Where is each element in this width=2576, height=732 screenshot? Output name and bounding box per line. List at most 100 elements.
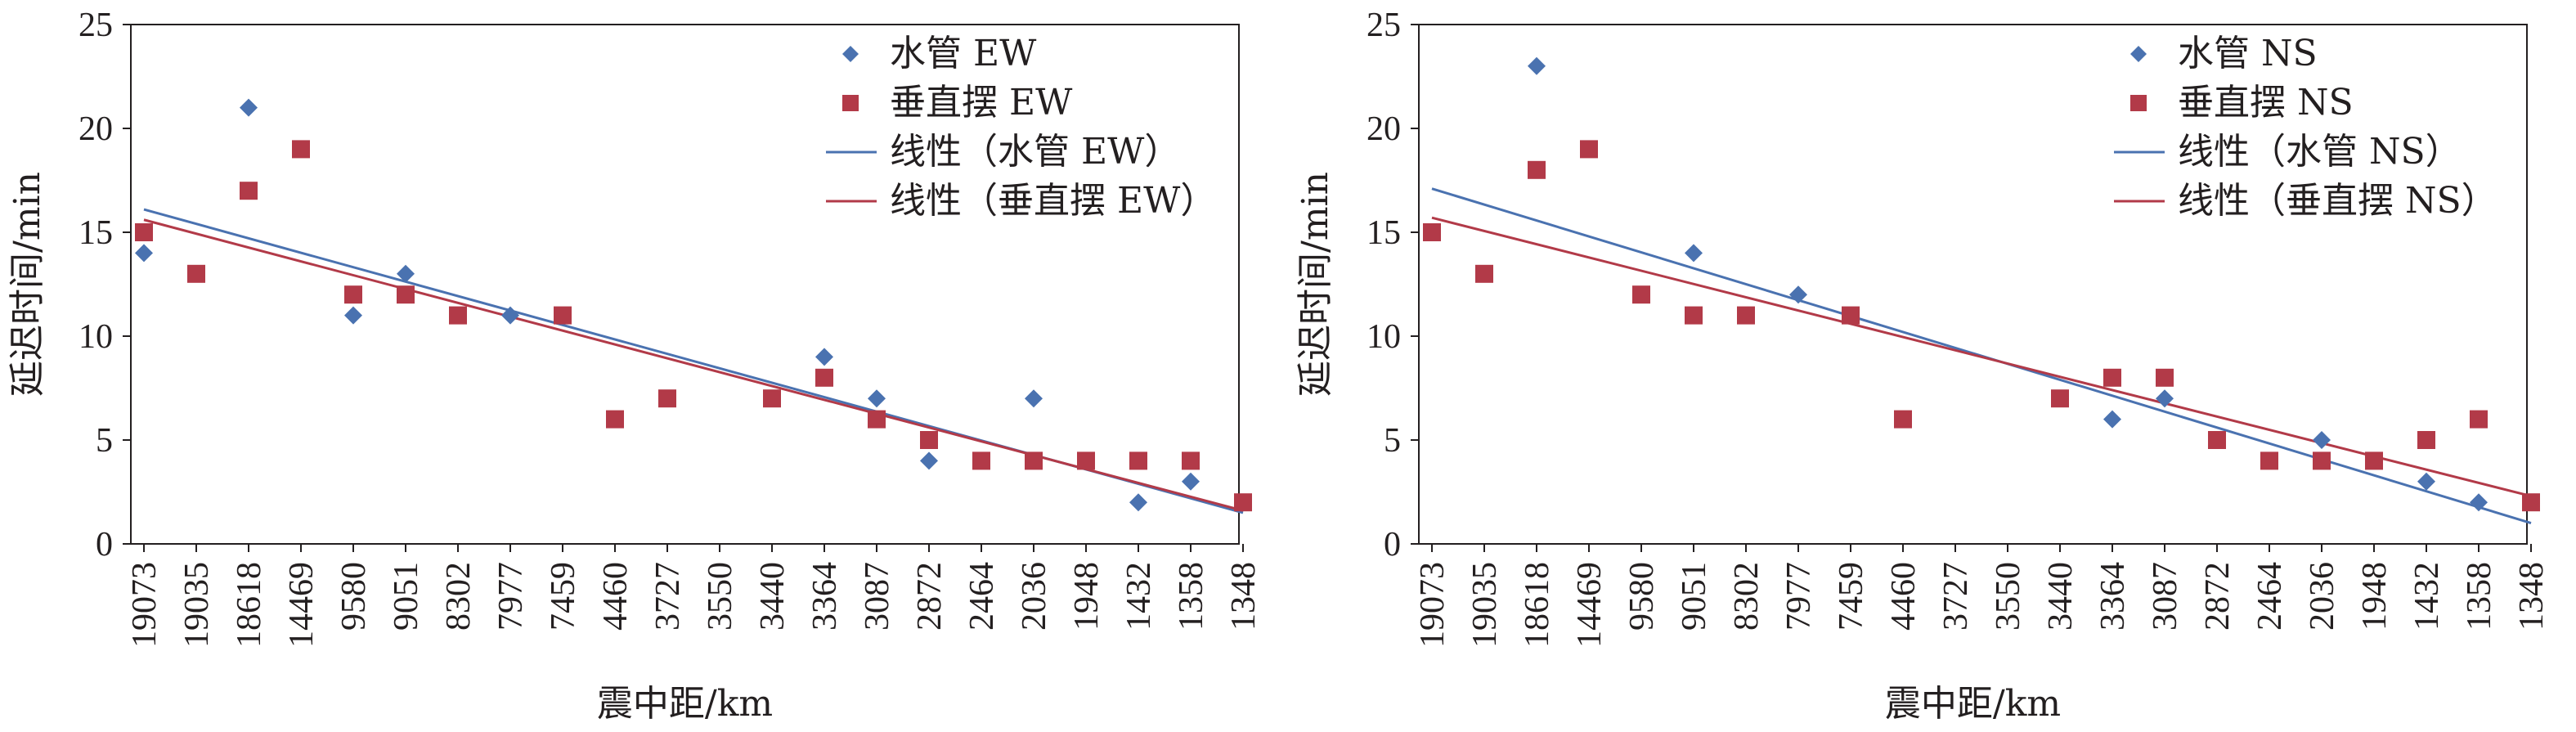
point-square (1077, 451, 1095, 470)
point-square (658, 389, 676, 408)
point-diamond (2417, 472, 2435, 491)
point-diamond (1182, 472, 1200, 491)
x-tick-label: 9051 (388, 562, 425, 631)
legend-item: 水管 EW (842, 33, 1037, 74)
x-tick-label: 3364 (2094, 562, 2132, 631)
x-tick-label: 2036 (1016, 562, 1053, 631)
point-square (1025, 451, 1043, 470)
point-square (240, 182, 258, 200)
point-square (135, 223, 153, 241)
y-tick-label: 0 (1384, 526, 1401, 564)
point-diamond (2470, 493, 2488, 512)
point-diamond (1129, 493, 1147, 512)
x-tick-label: 1432 (1120, 562, 1158, 631)
legend-item: 线性（垂直摆 EW） (826, 180, 1216, 222)
point-square (2051, 389, 2069, 408)
legend-item: 线性（水管 EW） (826, 131, 1180, 173)
x-tick-label: 3087 (2147, 562, 2184, 631)
x-tick-label: 8302 (440, 562, 478, 631)
point-square (2365, 451, 2383, 470)
legend-marker-diamond (2130, 46, 2147, 62)
legend: 水管 EW 垂直摆 EW 线性（水管 EW） 线性（垂直摆 EW） (826, 33, 1216, 222)
trendline-vertical-pendulum (1431, 216, 2532, 498)
chart-panel-ns: 0 5 10 15 20 25 19073 19035 18618 14469 9580 9051 83… (1288, 0, 2576, 732)
x-tick-label: 4460 (1885, 562, 1923, 631)
x-tick-label: 1358 (2461, 562, 2498, 631)
y-tick-label: 10 (79, 318, 113, 356)
legend-label: 线性（水管 NS） (2178, 131, 2462, 173)
x-tick-label: 3550 (702, 562, 739, 631)
x-tick-label: 3440 (754, 562, 792, 631)
point-diamond (815, 348, 833, 366)
x-tick-label: 1432 (2408, 562, 2446, 631)
trendline-vertical-pendulum (143, 218, 1244, 512)
point-square (1475, 264, 1493, 283)
series-vertical-pendulum (135, 140, 1252, 512)
point-square (1129, 451, 1147, 470)
legend-item: 水管 NS (2130, 33, 2318, 74)
point-diamond (2156, 389, 2174, 408)
legend-marker-square (842, 95, 859, 111)
y-tick-label: 20 (79, 110, 113, 148)
x-tick-label: 19035 (1466, 562, 1504, 648)
point-diamond (1025, 389, 1043, 408)
y-tick-label: 5 (96, 422, 113, 460)
point-square (606, 410, 624, 429)
x-tick-label: 3727 (1937, 562, 1975, 631)
point-square (2208, 431, 2226, 449)
legend-label: 线性（水管 EW） (890, 131, 1180, 173)
y-tick-label: 15 (1367, 214, 1401, 252)
point-square (972, 451, 990, 470)
point-diamond (344, 306, 362, 325)
y-axis-title: 延迟时间/min (1295, 172, 1336, 397)
x-tick-label: 3440 (2042, 562, 2080, 631)
point-diamond (2103, 410, 2121, 429)
chart-panel-ew: 0 5 10 15 20 25 19073 19035 18618 14469 9580 9051 83… (7, 7, 1263, 725)
x-tick-label: 2036 (2304, 562, 2341, 631)
point-square (2522, 493, 2540, 512)
point-square (868, 410, 886, 429)
x-tick-label: 19073 (1414, 562, 1452, 648)
x-tick-label: 19035 (178, 562, 216, 648)
point-square (2313, 451, 2331, 470)
x-tick-label: 7977 (492, 562, 530, 631)
point-diamond (240, 98, 258, 117)
point-diamond (920, 451, 938, 470)
x-tick-label: 9051 (1676, 562, 1713, 631)
legend-label: 线性（垂直摆 EW） (890, 180, 1216, 222)
series-water-tube (135, 98, 1200, 512)
y-axis-title: 延迟时间/min (7, 172, 48, 397)
point-diamond (1685, 244, 1703, 263)
legend-item: 线性（水管 NS） (2114, 131, 2462, 173)
x-tick-label: 2464 (2251, 562, 2289, 631)
point-square (920, 431, 938, 449)
point-square (1685, 306, 1703, 325)
x-tick-label: 9580 (1623, 562, 1661, 631)
legend-marker-diamond (842, 46, 859, 62)
y-tick-label: 10 (1367, 318, 1401, 356)
x-tick-label: 1948 (1068, 562, 1106, 631)
x-tick-label: 3364 (806, 562, 844, 631)
x-tick-label: 7459 (545, 562, 582, 631)
legend-item: 垂直摆 NS (2130, 82, 2354, 123)
legend-label: 水管 NS (2178, 33, 2318, 74)
x-tick-label: 1348 (1225, 562, 1263, 631)
x-tick-label: 3727 (649, 562, 687, 631)
point-square (1842, 306, 1860, 325)
chart-ew: 0 5 10 15 20 25 19073 19035 18618 14469 9580 9051 83… (7, 7, 1263, 725)
x-tick-label: 18618 (1519, 562, 1556, 648)
x-tick-label: 2464 (963, 562, 1001, 631)
x-tick-label: 2872 (911, 562, 949, 631)
legend-item: 垂直摆 EW (842, 82, 1073, 123)
point-square (344, 285, 362, 304)
point-square (2103, 368, 2121, 387)
point-square (187, 264, 205, 283)
point-square (2260, 451, 2278, 470)
point-square (1528, 160, 1546, 179)
point-square (763, 389, 781, 408)
y-tick-label: 0 (96, 526, 113, 564)
x-tick-label: 1348 (2513, 562, 2551, 631)
point-square (1423, 223, 1441, 241)
y-tick-label: 25 (1367, 7, 1401, 44)
x-tick-label: 2872 (2199, 562, 2237, 631)
